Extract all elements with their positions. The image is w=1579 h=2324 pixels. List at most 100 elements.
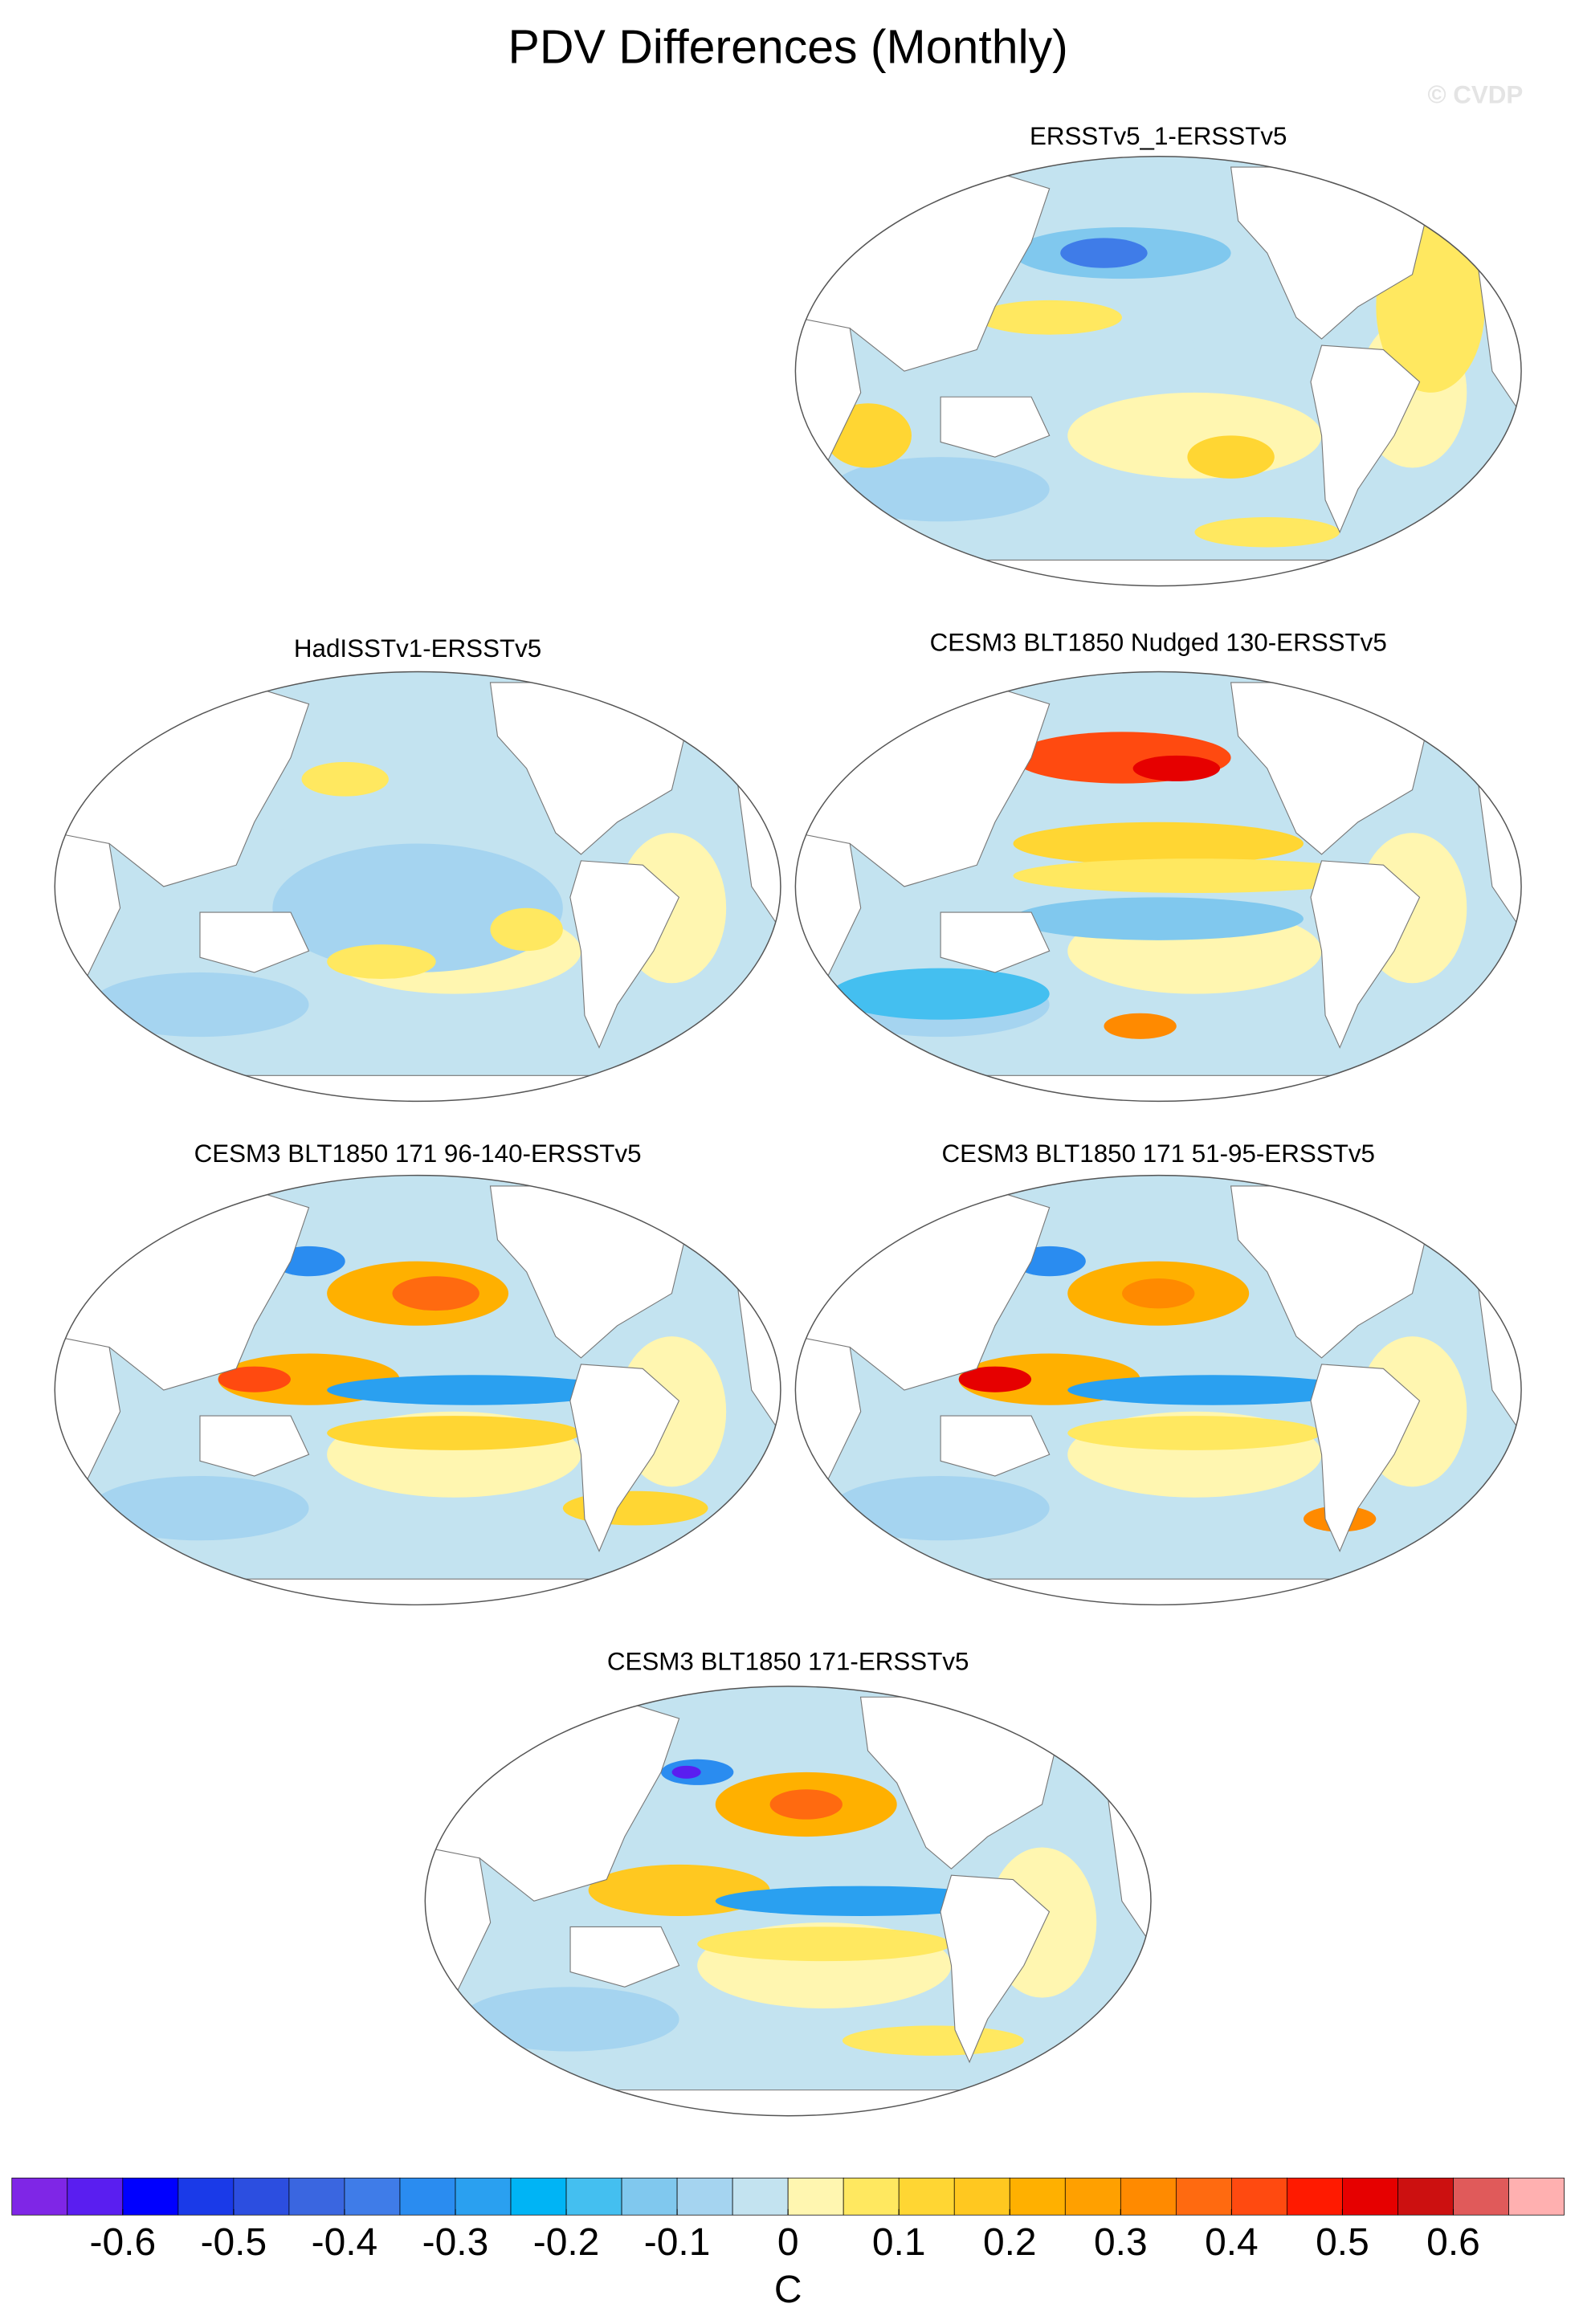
colorbar-tick-label: 0.5	[1316, 2221, 1369, 2264]
map	[55, 1175, 781, 1605]
colorbar-tick-label: 0	[777, 2221, 799, 2264]
anomaly	[1060, 238, 1148, 268]
anomaly	[831, 457, 1050, 522]
land	[55, 1578, 781, 1605]
anomaly	[327, 1375, 618, 1405]
colorbar-tick-label: 0.1	[872, 2221, 926, 2264]
colorbar-box	[344, 2177, 401, 2216]
map	[425, 1686, 1152, 2116]
colorbar-tick-label: -0.4	[312, 2221, 378, 2264]
land	[940, 1874, 1051, 2064]
land	[795, 316, 862, 469]
anomaly	[1104, 1013, 1177, 1039]
colorbar-tick-label: -0.3	[422, 2221, 489, 2264]
map	[795, 1175, 1522, 1605]
land	[1310, 1364, 1421, 1552]
colorbar-unit: C	[774, 2269, 802, 2311]
anomaly	[977, 300, 1123, 335]
panel-title: HadISSTv1-ERSSTv5	[294, 634, 541, 663]
land	[940, 1415, 1051, 1477]
colorbar-box	[288, 2177, 345, 2216]
colorbar-box	[621, 2177, 678, 2216]
land	[940, 396, 1051, 458]
map-outline	[54, 671, 781, 1103]
map-outline	[794, 155, 1522, 587]
watermark: © CVDP	[1427, 80, 1523, 108]
anomaly	[327, 1416, 581, 1450]
anomaly	[1013, 897, 1304, 940]
anomaly	[715, 1886, 1006, 1917]
colorbar-box	[953, 2177, 1010, 2216]
anomaly	[272, 843, 563, 972]
anomaly	[1122, 1278, 1195, 1309]
colorbar-tick-label: -0.2	[533, 2221, 600, 2264]
colorbar-box	[1397, 2177, 1454, 2216]
colorbar-tick-label: -0.1	[644, 2221, 711, 2264]
colorbar-box	[732, 2177, 789, 2216]
map	[55, 671, 781, 1102]
colorbar-box	[843, 2177, 900, 2216]
anomaly	[301, 761, 389, 797]
anomaly	[1194, 517, 1340, 548]
map-outline	[424, 1686, 1152, 2117]
anomaly	[1013, 822, 1304, 866]
colorbar-tick-label: -0.5	[201, 2221, 267, 2264]
colorbar-box	[67, 2177, 124, 2216]
land	[940, 911, 1051, 973]
colorbar-box	[565, 2177, 622, 2216]
colorbar-box	[1287, 2177, 1343, 2216]
colorbar-box	[455, 2177, 512, 2216]
colorbar-box	[1508, 2177, 1565, 2216]
colorbar-box	[1342, 2177, 1398, 2216]
land	[795, 1335, 862, 1488]
anomaly	[91, 972, 309, 1038]
anomaly	[1067, 1375, 1358, 1405]
colorbar-box	[1120, 2177, 1177, 2216]
colorbar-tick-label: 0.4	[1205, 2221, 1259, 2264]
colorbar-box	[122, 2177, 179, 2216]
panel-title: CESM3 BLT1850 171 51-95-ERSSTv5	[941, 1140, 1375, 1168]
anomaly	[1067, 1416, 1322, 1450]
colorbar-box	[1009, 2177, 1066, 2216]
land	[795, 1074, 1522, 1102]
anomaly	[1132, 755, 1221, 781]
map-outline	[794, 1174, 1522, 1606]
land	[55, 832, 121, 984]
anomaly	[1013, 858, 1377, 893]
colorbar-box	[11, 2177, 68, 2216]
colorbar-box	[1453, 2177, 1509, 2216]
colorbar-tick-label: 0.2	[983, 2221, 1037, 2264]
anomaly	[831, 1475, 1050, 1541]
colorbar-box	[1064, 2177, 1121, 2216]
colorbar-box	[233, 2177, 290, 2216]
land	[1310, 345, 1421, 534]
land	[55, 1335, 121, 1488]
colorbar-tick-label: 0.6	[1426, 2221, 1480, 2264]
colorbar-tick-label: 0.3	[1094, 2221, 1148, 2264]
land	[569, 1364, 680, 1552]
panel-title: CESM3 BLT1850 Nudged 130-ERSSTv5	[930, 629, 1387, 657]
land	[795, 832, 862, 984]
anomaly	[218, 1366, 291, 1392]
anomaly	[490, 907, 563, 952]
map-outline	[794, 671, 1522, 1103]
map	[795, 671, 1522, 1102]
map	[795, 156, 1522, 586]
figure-title: PDV Differences (Monthly)	[508, 21, 1067, 74]
map-outline	[54, 1174, 781, 1606]
anomaly	[392, 1276, 479, 1311]
land	[795, 559, 1522, 586]
anomaly	[461, 1987, 679, 2052]
colorbar-box	[177, 2177, 235, 2216]
land	[569, 860, 680, 1049]
land	[1310, 860, 1421, 1049]
panel-title: CESM3 BLT1850 171 96-140-ERSSTv5	[194, 1140, 642, 1168]
colorbar-box	[1231, 2177, 1287, 2216]
anomaly	[842, 2025, 1024, 2056]
colorbar-box	[399, 2177, 456, 2216]
colorbar-box	[676, 2177, 733, 2216]
land	[199, 1415, 310, 1477]
land	[55, 1074, 781, 1102]
land	[425, 2090, 1152, 2116]
anomaly	[1187, 435, 1275, 479]
